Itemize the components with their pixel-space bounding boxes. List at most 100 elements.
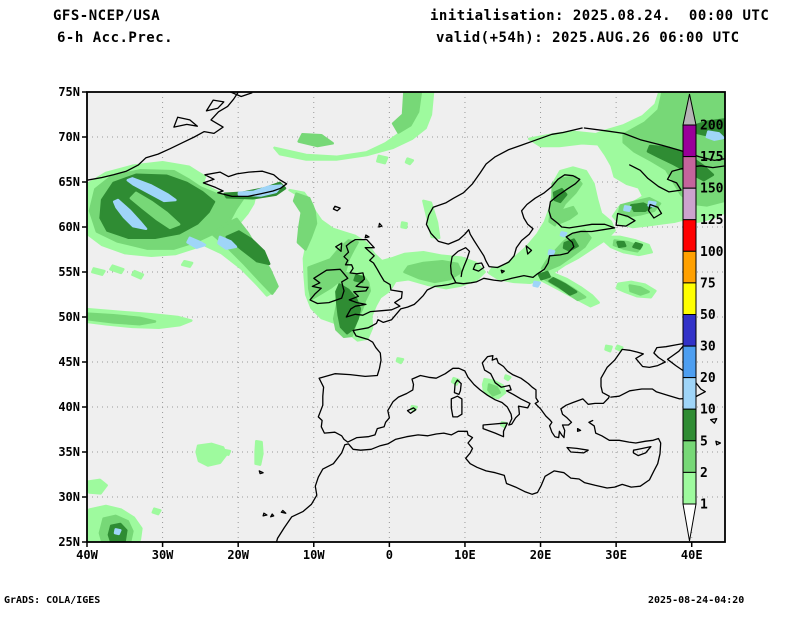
precip-region-ge10: [547, 249, 556, 257]
precip-region-ge10: [705, 130, 725, 141]
init-time-label: initialisation: 2025.08.24. 00:00 UTC: [430, 8, 770, 24]
coastline-lake-van: [709, 418, 718, 424]
precip-region-ge10: [532, 280, 542, 288]
model-title: GFS-NCEP/USA: [53, 8, 161, 24]
colorbar-value-label: 75: [700, 276, 716, 291]
lon-label: 40W: [76, 548, 98, 562]
colorbar-under-arrow: [682, 503, 697, 542]
lat-label: 70N: [58, 130, 80, 144]
precip-region-ge1: [273, 92, 435, 161]
colorbar-band-red: [682, 219, 697, 252]
coastline-canary-island: [270, 513, 275, 518]
precip-region-ge5: [646, 144, 715, 182]
precip-region-ge5: [537, 270, 551, 281]
colorbar-value-label: 30: [700, 340, 716, 355]
precip-region-ge5: [629, 202, 653, 213]
coastline-cyprus: [632, 445, 652, 457]
precip-region-ge10: [112, 198, 148, 231]
precip-region-ge1: [87, 478, 108, 495]
lon-label: 10E: [454, 548, 476, 562]
colorbar-value-label: 10: [700, 403, 716, 418]
coastline-lake-onega: [647, 203, 663, 219]
precip-region-ge2: [548, 175, 583, 227]
coastline-orkney: [364, 234, 370, 239]
lat-label: 60N: [58, 220, 80, 234]
valid-time-label: valid(+54h): 2025.AUG.26 06:00 UTC: [436, 30, 740, 46]
precip-region-ge2: [297, 133, 334, 148]
precip-region-ge1: [109, 264, 125, 275]
colorbar-value-label: 100: [700, 245, 724, 260]
lon-label: 0: [386, 548, 393, 562]
coastline-jutland: [449, 247, 471, 284]
precip-region-ge1: [376, 154, 389, 165]
coastline-mainland-europe: [317, 282, 706, 443]
colorbar-band-yellow: [682, 282, 697, 315]
colorbar-band-lilac: [682, 187, 697, 221]
lat-label: 35N: [58, 445, 80, 459]
coastline-canary-island: [262, 512, 268, 517]
precip-region-ge10: [559, 231, 568, 238]
precip-region-ge10: [186, 236, 207, 249]
coastline-mallorca: [406, 407, 417, 414]
precip-region-ge1: [180, 259, 194, 268]
colorbar: 200 175 150 125 100 75 50 30 20 10 5 2 1: [682, 93, 724, 542]
precip-region-ge2: [129, 191, 181, 230]
lat-label: 55N: [58, 265, 80, 279]
lon-label: 20W: [227, 548, 249, 562]
axis-ticks: [82, 91, 693, 547]
creation-timestamp: 2025-08-24-04:20: [648, 595, 745, 606]
coastline-lake-ladoga: [615, 212, 636, 227]
coastline-anatolia-africa-coast: [275, 419, 662, 542]
colorbar-value-label: 50: [700, 308, 716, 323]
coastline-scandinavia-baltic: [425, 127, 616, 285]
precip-region-ge1: [151, 507, 162, 516]
colorbar-value-label: 1: [700, 498, 708, 513]
colorbar-value-label: 2: [700, 466, 708, 481]
precip-region-ge1: [395, 357, 405, 365]
coastline-greenland-coast: [87, 92, 240, 181]
precip-region-ge5: [548, 277, 578, 296]
lon-label: 20E: [530, 548, 552, 562]
precip-region-ge2: [87, 312, 157, 326]
precip-region-ge1: [604, 344, 613, 353]
coastline-faroe: [332, 205, 341, 212]
precip-region-ge2: [391, 92, 423, 134]
colorbar-band-light_green: [682, 471, 697, 505]
lat-label: 75N: [58, 85, 80, 99]
precip-region-ge10: [126, 177, 177, 203]
precipitation-field: [87, 92, 725, 542]
coastline-greenland-fjord: [205, 99, 225, 112]
lat-label: 40N: [58, 400, 80, 414]
precip-region-ge10: [623, 205, 632, 213]
lat-label: 45N: [58, 355, 80, 369]
coastline-zealand: [472, 262, 485, 272]
coastline-sicily: [482, 422, 508, 438]
coastline-britain: [343, 238, 403, 318]
precip-region-ge5: [632, 241, 644, 250]
precip-region-ge2: [628, 284, 650, 296]
coastline-canary-island: [280, 509, 287, 514]
precip-region-ge1: [195, 442, 228, 467]
colorbar-band-mid_green: [682, 440, 697, 473]
coastlines: [87, 92, 725, 542]
precip-region-ge1: [404, 157, 415, 166]
precip-region-ge1: [503, 374, 512, 382]
precip-region-ge1: [614, 344, 624, 352]
product-title: 6-h Acc.Prec.: [57, 30, 174, 46]
grads-credit: GrADS: COLA/IGES: [4, 595, 101, 606]
coastline-lake-urmia: [715, 440, 722, 446]
coastline-corsica: [453, 379, 462, 396]
coastline-iceland: [202, 170, 288, 198]
precip-region-ge5: [225, 230, 271, 266]
lat-label: 25N: [58, 535, 80, 549]
coastline-gotland: [525, 245, 533, 255]
precip-region-ge5: [562, 238, 579, 252]
precip-region-ge5: [107, 522, 128, 542]
colorbar-band-mid_blue: [682, 345, 697, 379]
colorbar-value-label: 150: [700, 182, 724, 197]
coastline-aegean-island: [576, 427, 582, 432]
lat-label: 65N: [58, 175, 80, 189]
precip-region-ge5: [616, 241, 627, 249]
precip-region-ge1: [254, 439, 264, 466]
